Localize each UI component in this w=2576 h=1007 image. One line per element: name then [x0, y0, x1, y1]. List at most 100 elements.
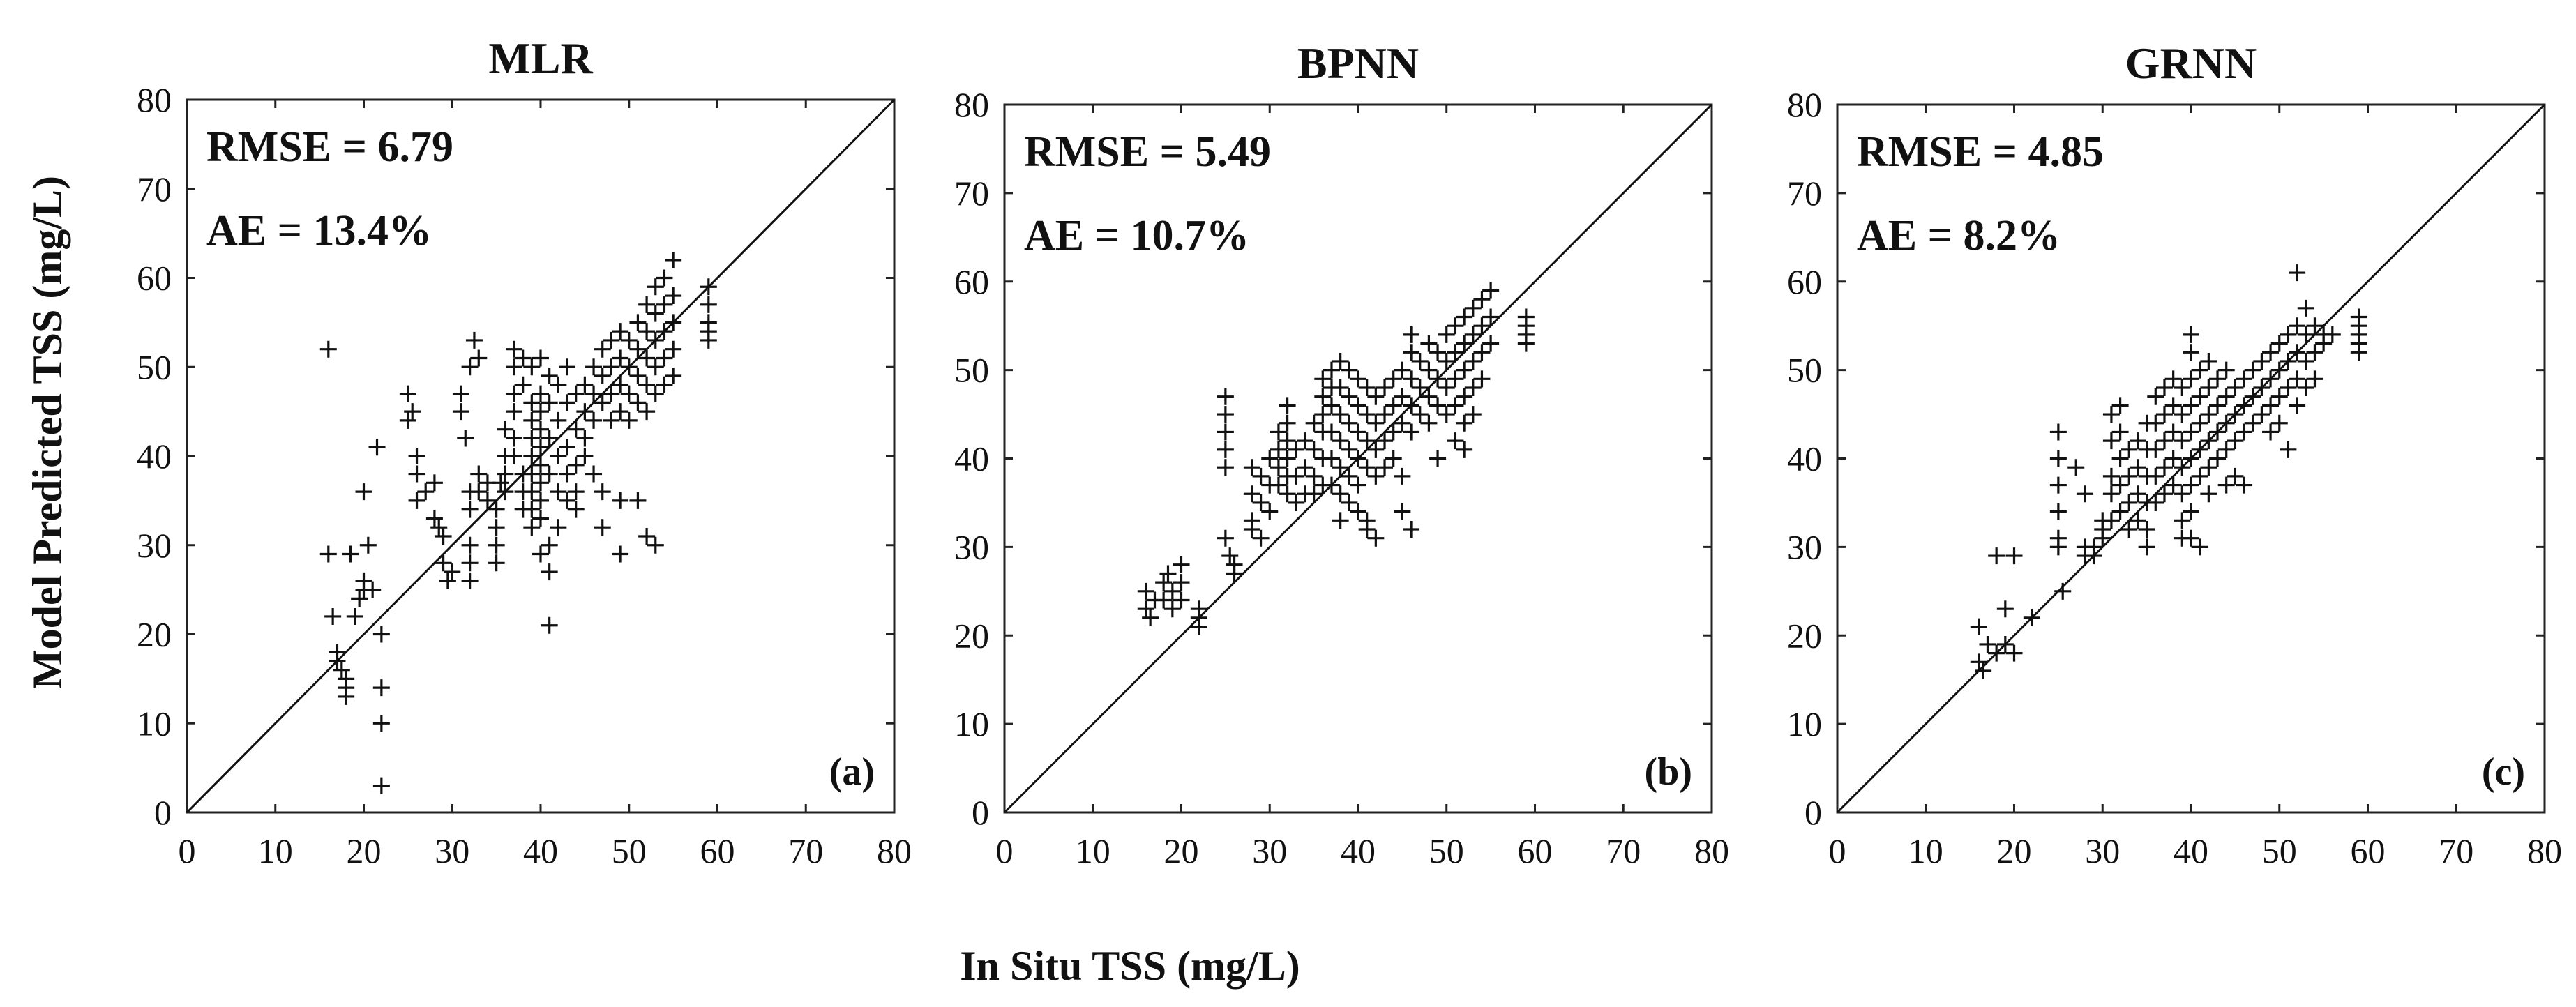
- data-point: [1464, 352, 1482, 370]
- data-point: [2164, 370, 2182, 388]
- data-point: [2270, 361, 2288, 379]
- data-point: [2253, 406, 2270, 423]
- data-point: [1403, 370, 1420, 388]
- data-point: [2102, 512, 2120, 529]
- data-point: [2183, 370, 2199, 388]
- data-point: [2289, 317, 2306, 335]
- data-point: [532, 385, 549, 402]
- data-point: [523, 519, 541, 536]
- data-point: [1350, 503, 1366, 520]
- scatter-panel-1: 0 10 20 30 40 50 60 70 80 0 10 20 30 40 50 60 70 80 MLR RMS…: [137, 33, 912, 870]
- data-point: [2076, 485, 2093, 503]
- data-point: [1217, 441, 1234, 458]
- y-tick-label: 10: [1787, 704, 1822, 743]
- data-point: [1367, 441, 1385, 458]
- y-tick-label: 0: [154, 793, 172, 832]
- data-point: [656, 323, 673, 340]
- data-point: [1350, 476, 1366, 494]
- data-point: [1429, 397, 1447, 414]
- data-point: [2147, 441, 2164, 458]
- data-point: [1137, 582, 1154, 600]
- data-point: [1243, 521, 1260, 538]
- data-point: [594, 340, 611, 358]
- data-point: [1403, 521, 1420, 538]
- data-point: [2315, 335, 2333, 352]
- data-point: [629, 340, 647, 358]
- ae-annotation: AE = 13.4%: [206, 207, 432, 255]
- x-tick-label: 10: [1076, 831, 1110, 870]
- data-point: [1341, 467, 1358, 485]
- data-point: [2121, 521, 2138, 538]
- data-point: [1411, 352, 1429, 370]
- data-point: [2111, 503, 2129, 520]
- data-point: [408, 465, 425, 483]
- panel-label: (c): [2482, 750, 2525, 794]
- data-point: [2191, 388, 2208, 405]
- data-point: [1429, 344, 1447, 361]
- data-point: [567, 483, 585, 501]
- y-tick-label: 70: [954, 174, 989, 213]
- data-point: [1979, 635, 1996, 653]
- data-point: [2262, 423, 2280, 441]
- data-point: [559, 439, 576, 456]
- panel-label: (a): [829, 750, 875, 794]
- data-point: [541, 394, 558, 411]
- data-point: [2253, 352, 2270, 370]
- data-point: [2191, 441, 2208, 458]
- data-point: [461, 536, 479, 554]
- y-tick-label: 50: [954, 351, 989, 390]
- data-point: [2164, 423, 2182, 441]
- data-point: [2227, 432, 2244, 450]
- data-point: [620, 358, 638, 376]
- data-point: [1438, 352, 1455, 370]
- data-point: [2049, 538, 2067, 556]
- data-point: [523, 448, 541, 464]
- data-point: [1420, 388, 1438, 405]
- data-point: [1376, 459, 1394, 476]
- data-point: [1482, 308, 1500, 326]
- data-point: [1456, 361, 1473, 379]
- data-point: [2350, 344, 2367, 361]
- data-point: [2049, 476, 2067, 494]
- data-point: [1438, 406, 1455, 423]
- data-point: [2262, 397, 2280, 414]
- data-point: [470, 465, 488, 483]
- data-point: [372, 679, 390, 697]
- data-point: [1270, 459, 1287, 476]
- data-point: [1429, 370, 1447, 388]
- data-point: [612, 349, 629, 367]
- x-tick-label: 20: [1997, 831, 2032, 870]
- data-point: [319, 545, 337, 563]
- data-point: [2227, 379, 2244, 396]
- data-point: [647, 305, 664, 322]
- data-point: [612, 492, 629, 509]
- data-point: [2236, 397, 2253, 414]
- data-point: [1394, 388, 1411, 405]
- data-point: [2200, 459, 2217, 476]
- x-tick-label: 60: [2351, 831, 2386, 870]
- data-point: [425, 474, 443, 492]
- x-tick-label: 0: [996, 831, 1014, 870]
- data-point: [2183, 503, 2199, 520]
- data-point: [1314, 406, 1332, 423]
- data-point: [399, 411, 416, 429]
- data-point: [1190, 618, 1207, 635]
- data-point: [1350, 370, 1366, 388]
- data-point: [2129, 485, 2146, 503]
- y-tick-label: 30: [954, 527, 989, 566]
- data-point: [2253, 379, 2270, 396]
- x-tick-label: 0: [179, 831, 196, 870]
- data-point: [559, 465, 576, 483]
- data-point: [346, 607, 363, 625]
- x-tick-label: 70: [788, 831, 823, 870]
- data-point: [2102, 432, 2120, 450]
- y-tick-label: 30: [137, 526, 172, 565]
- data-point: [461, 501, 479, 518]
- data-point: [342, 545, 359, 563]
- data-point: [1323, 476, 1340, 494]
- y-tick-label: 50: [137, 347, 172, 386]
- data-point: [2209, 397, 2227, 414]
- data-point: [2094, 529, 2111, 547]
- data-point: [1279, 397, 1296, 414]
- data-point: [523, 358, 541, 376]
